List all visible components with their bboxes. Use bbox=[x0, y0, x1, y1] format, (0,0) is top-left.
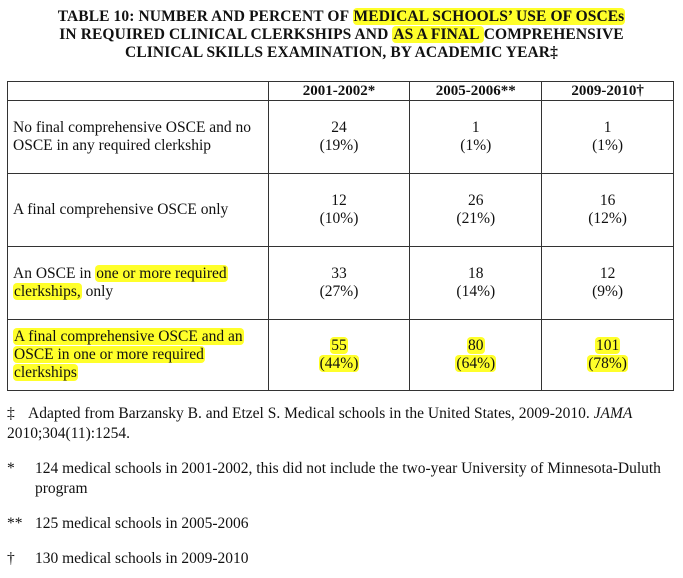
header-row: 2001-2002* 2005-2006** 2009-2010† bbox=[7, 81, 674, 101]
label-highlight: one or more required bbox=[95, 265, 228, 282]
title-line-3: CLINICAL SKILLS EXAMINATION, BY ACADEMIC… bbox=[125, 44, 558, 61]
cell-value: 12 (10%) bbox=[267, 173, 411, 247]
cell-value: 55 (44%) bbox=[267, 319, 411, 391]
table-row: A final comprehensive OSCE only 12 (10%) … bbox=[7, 173, 674, 247]
table-row: A final comprehensive OSCE and an OSCE i… bbox=[7, 319, 674, 391]
cell-value: 26 (21%) bbox=[409, 173, 543, 247]
table-row: An OSCE in one or more required clerkshi… bbox=[7, 246, 674, 320]
header-empty bbox=[7, 81, 269, 101]
cell-value: 24 (19%) bbox=[267, 100, 411, 174]
table-title: TABLE 10: NUMBER AND PERCENT OF MEDICAL … bbox=[0, 8, 683, 62]
footnote-symbol: * bbox=[7, 460, 15, 477]
title-line-2: IN REQUIRED CLINICAL CLERKSHIPS AND AS A… bbox=[59, 26, 624, 43]
footnote-symbol: ** bbox=[7, 515, 23, 532]
label-highlight: clerkships, bbox=[13, 283, 82, 300]
cell-value: 80 (64%) bbox=[409, 319, 543, 391]
data-table: 2001-2002* 2005-2006** 2009-2010† No fin… bbox=[7, 81, 674, 391]
row-label: No final comprehensive OSCE and no OSCE … bbox=[7, 100, 269, 174]
header-2005-2006: 2005-2006** bbox=[409, 81, 543, 101]
cell-value: 16 (12%) bbox=[541, 173, 674, 247]
header-2001-2002: 2001-2002* bbox=[267, 81, 411, 101]
cell-value: 1 (1%) bbox=[541, 100, 674, 174]
footnote-symbol: ‡ bbox=[7, 405, 15, 422]
row-label: A final comprehensive OSCE and an OSCE i… bbox=[7, 319, 269, 391]
footnote-symbol: † bbox=[7, 550, 15, 567]
cell-value: 18 (14%) bbox=[409, 246, 543, 320]
table-row: No final comprehensive OSCE and no OSCE … bbox=[7, 100, 674, 174]
title-highlight-2: AS A FINAL bbox=[392, 26, 484, 43]
cell-value: 101 (78%) bbox=[541, 319, 674, 391]
title-highlight-1: MEDICAL SCHOOLS’ USE OF OSCEs bbox=[352, 8, 626, 25]
cell-value: 33 (27%) bbox=[267, 246, 411, 320]
title-line-1: TABLE 10: NUMBER AND PERCENT OF MEDICAL … bbox=[57, 8, 626, 25]
row-label: An OSCE in one or more required clerkshi… bbox=[7, 246, 269, 320]
cell-value: 12 (9%) bbox=[541, 246, 674, 320]
cell-value: 1 (1%) bbox=[409, 100, 543, 174]
header-2009-2010: 2009-2010† bbox=[541, 81, 674, 101]
row-label: A final comprehensive OSCE only bbox=[7, 173, 269, 247]
